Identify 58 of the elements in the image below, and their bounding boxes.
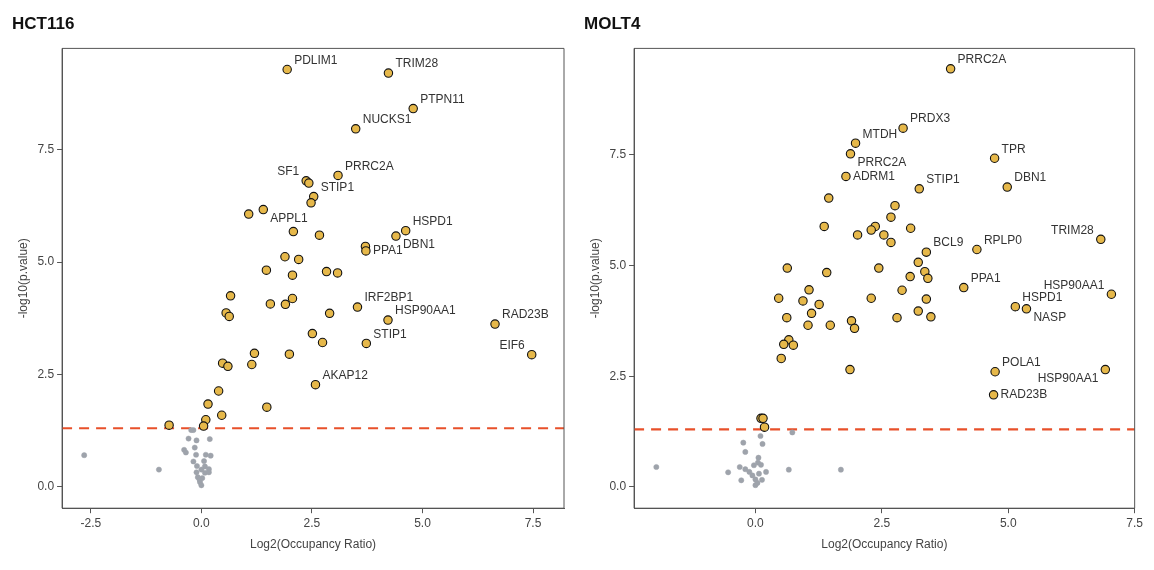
annotation: PRRC2A — [345, 158, 394, 173]
annotation: PPA1 — [372, 243, 404, 258]
annotation: POLA1 — [1002, 355, 1042, 370]
annotation: STIP1 — [320, 179, 355, 194]
annotation: HSPD1 — [1022, 289, 1063, 304]
annotation: PRRC2A — [957, 52, 1007, 67]
y-axis-title: -log10(p.value) — [587, 238, 602, 319]
annotation: NASP — [1033, 310, 1067, 325]
y-tick-label: 0.0 — [37, 478, 55, 493]
annotation: PDLIM1 — [294, 52, 338, 67]
annotation: BCL9 — [933, 235, 964, 250]
chart-title: MOLT4 — [584, 13, 641, 33]
annotation: RAD23B — [502, 307, 549, 322]
x-tick-label: 0.0 — [747, 515, 765, 530]
y-tick-label: 7.5 — [609, 147, 627, 162]
annotation: TRIM28 — [395, 56, 439, 71]
annotation: DBN1 — [1014, 170, 1047, 185]
x-tick-label: 5.0 — [414, 515, 432, 530]
annotation: STIP1 — [926, 172, 960, 187]
x-tick-label: 5.0 — [999, 515, 1017, 530]
y-axis-title: -log10(p.value) — [15, 238, 30, 319]
x-tick-label: 7.5 — [1126, 515, 1144, 530]
annotation: TRIM28 — [1051, 222, 1095, 237]
annotation: NUCKS1 — [362, 112, 412, 127]
y-tick-label: 0.0 — [609, 479, 627, 494]
annotation: PRRC2A — [857, 155, 907, 170]
x-axis-title: Log2(Occupancy Ratio) — [821, 537, 948, 552]
annotation: TPR — [1001, 141, 1026, 156]
annotation: SF1 — [277, 164, 300, 179]
chart-title: HCT116 — [12, 13, 75, 33]
y-tick-label: 2.5 — [37, 366, 55, 381]
x-tick-label: -2.5 — [80, 515, 102, 530]
y-tick-label: 2.5 — [609, 368, 627, 383]
annotation: ADRM1 — [852, 168, 896, 183]
x-tick-label: 2.5 — [303, 515, 321, 530]
annotation: DBN1 — [402, 237, 436, 252]
annotation: MTDH — [862, 126, 898, 141]
x-tick-label: 7.5 — [524, 515, 542, 530]
x-axis-title: Log2(Occupancy Ratio) — [250, 537, 377, 552]
annotation: HSP90AA1 — [395, 303, 457, 318]
annotation: PRDX3 — [910, 111, 951, 126]
x-tick-label: 2.5 — [873, 515, 891, 530]
annotation: AKAP12 — [322, 368, 369, 383]
annotation: HSP90AA1 — [1043, 277, 1105, 292]
annotation: PPA1 — [970, 270, 1001, 285]
annotation: EIF6 — [499, 337, 526, 352]
y-tick-label: 5.0 — [609, 257, 627, 272]
y-tick-label: 7.5 — [37, 142, 55, 157]
annotation: HSPD1 — [412, 214, 454, 229]
annotation: HSP90AA1 — [1037, 370, 1099, 385]
annotation: STIP1 — [373, 326, 407, 341]
annotation: IRF2BP1 — [364, 290, 414, 305]
annotation: RPLP0 — [983, 232, 1023, 247]
x-tick-label: 0.0 — [193, 515, 211, 530]
annotation: PTPN11 — [420, 91, 465, 106]
annotation: RAD23B — [1000, 387, 1048, 402]
annotation: APPL1 — [270, 210, 308, 225]
y-tick-label: 5.0 — [37, 254, 55, 269]
